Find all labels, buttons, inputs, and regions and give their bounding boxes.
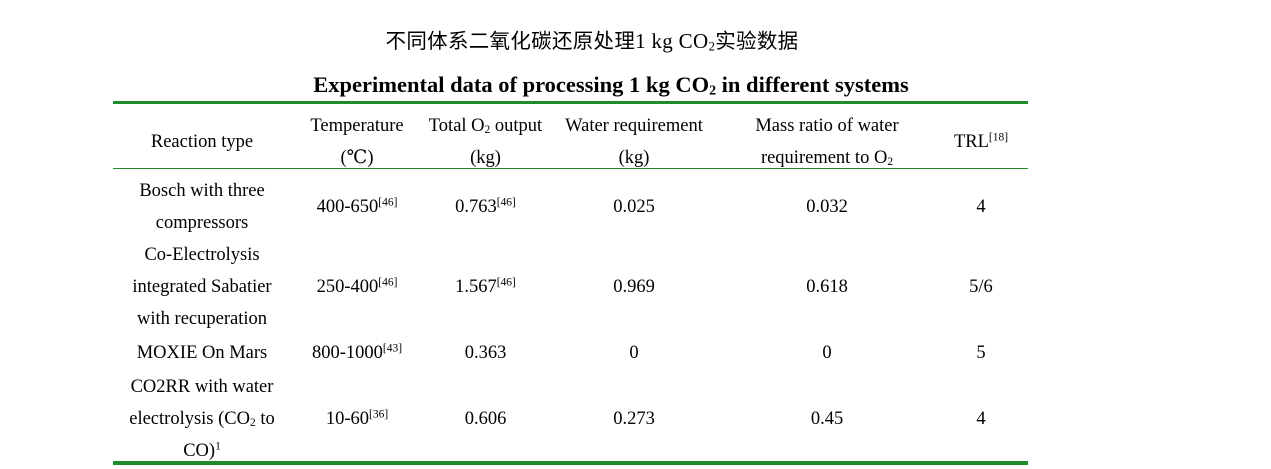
row4-ratio: 0.45 [810,409,844,429]
row3-trl: 5 [976,343,986,363]
header-reaction-type: Reaction type [150,132,254,152]
row3-ratio: 0 [822,343,832,363]
row2-reaction-type: Co-Electrolysis integrated Sabatier with r… [132,245,272,329]
row2-o2-output: 1.567[46] [455,276,516,297]
row2-trl: 5/6 [969,277,993,297]
table-top-rule [113,101,1028,104]
table-header-rule [113,168,1028,169]
table-bottom-rule [113,461,1028,465]
table-title-english: Experimental data of processing 1 kg CO2… [313,72,909,99]
row4-water: 0.273 [613,409,655,429]
row3-o2-output: 0.363 [464,343,507,363]
row3-temperature: 800-1000[43] [311,342,403,363]
row1-o2-output: 0.763[46] [455,196,516,217]
table-title-chinese: 不同体系二氧化碳还原处理1 kg CO2实验数据 [385,29,799,54]
row4-trl: 4 [976,409,986,429]
row1-trl: 4 [976,197,986,217]
header-water-requirement: Water requirement (kg) [565,116,703,168]
header-total-o2-output: Total O2 output (kg) [428,116,543,168]
row1-water: 0.025 [613,197,655,217]
row4-reaction-type: CO2RR with water electrolysis (CO2 to CO)1 [129,377,275,461]
row1-temperature: 400-650[46] [316,196,398,217]
header-trl: TRL[18] [953,131,1009,152]
row1-reaction-type: Bosch with three compressors [139,181,265,233]
row2-water: 0.969 [613,277,655,297]
row2-ratio: 0.618 [806,277,848,297]
row4-temperature: 10-60[36] [325,408,389,429]
row1-ratio: 0.032 [806,197,848,217]
header-temperature: Temperature (℃) [310,116,404,168]
row4-o2-output: 0.606 [464,409,507,429]
header-mass-ratio: Mass ratio of water requirement to O2 [755,116,899,169]
row3-water: 0 [629,343,639,363]
row3-reaction-type: MOXIE On Mars [136,343,268,363]
row2-temperature: 250-400[46] [316,276,398,297]
